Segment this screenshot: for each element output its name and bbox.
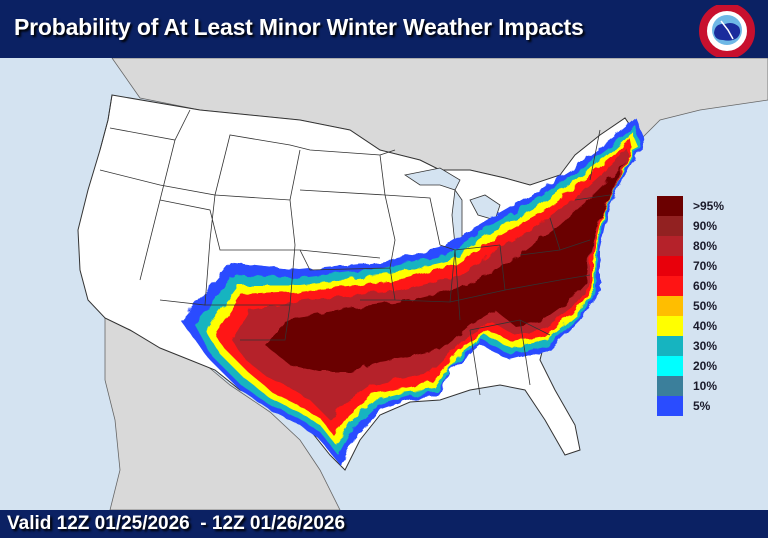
legend-item: 5% xyxy=(657,396,724,416)
legend-swatch xyxy=(657,356,683,376)
legend-item: 90% xyxy=(657,216,724,236)
legend-swatch xyxy=(657,296,683,316)
legend-label: 50% xyxy=(693,299,718,313)
legend-swatch xyxy=(657,336,683,356)
header-bar: Probability of At Least Minor Winter Wea… xyxy=(0,0,768,58)
legend-label: 40% xyxy=(693,319,718,333)
probability-legend: >95% 90% 80% 70% 60% 50% 40% 30% 20% 10%… xyxy=(657,196,724,416)
nws-logo-icon xyxy=(699,5,755,57)
legend-item: 10% xyxy=(657,376,724,396)
legend-label: >95% xyxy=(693,199,725,213)
forecast-map xyxy=(0,58,768,510)
legend-item: >95% xyxy=(657,196,724,216)
legend-label: 70% xyxy=(693,259,718,273)
page-title: Probability of At Least Minor Winter Wea… xyxy=(14,14,584,40)
legend-swatch xyxy=(657,316,683,336)
state-borders xyxy=(99,94,611,396)
legend-label: 5% xyxy=(693,399,711,413)
legend-label: 80% xyxy=(693,239,718,253)
legend-swatch xyxy=(657,216,683,236)
footer-bar: Valid 12Z 01/25/2026 - 12Z 01/26/2026 xyxy=(0,510,768,538)
probability-swath xyxy=(180,118,645,465)
legend-label: 20% xyxy=(693,359,718,373)
legend-label: 90% xyxy=(693,219,718,233)
legend-item: 50% xyxy=(657,296,724,316)
legend-item: 60% xyxy=(657,276,724,296)
legend-swatch xyxy=(657,376,683,396)
legend-label: 10% xyxy=(693,379,718,393)
legend-item: 40% xyxy=(657,316,724,336)
legend-swatch xyxy=(657,196,683,216)
legend-swatch xyxy=(657,236,683,256)
legend-label: 30% xyxy=(693,339,718,353)
valid-time-range: Valid 12Z 01/25/2026 - 12Z 01/26/2026 xyxy=(7,513,346,534)
legend-swatch xyxy=(657,276,683,296)
legend-item: 30% xyxy=(657,336,724,356)
legend-swatch xyxy=(657,256,683,276)
legend-swatch xyxy=(657,396,683,416)
legend-item: 80% xyxy=(657,236,724,256)
legend-item: 20% xyxy=(657,356,724,376)
legend-label: 60% xyxy=(693,279,718,293)
legend-item: 70% xyxy=(657,256,724,276)
